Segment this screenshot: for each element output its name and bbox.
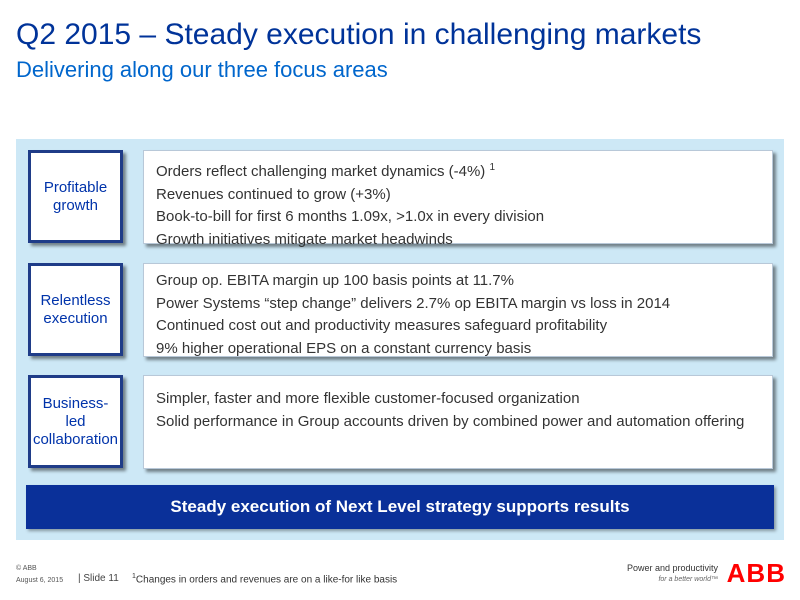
slide-subtitle: Delivering along our three focus areas — [16, 57, 388, 82]
section-label-text: Profitable growth — [43, 178, 108, 214]
bullet-item: Growth initiatives mitigate market headw… — [156, 230, 453, 248]
section-content-profitable-growth: Orders reflect challenging market dynami… — [143, 150, 773, 248]
copyright: © ABB — [16, 565, 37, 572]
section-label-relentless-execution: Relentless execution — [28, 263, 123, 356]
footer-date: August 6, 2015 — [16, 577, 64, 584]
section-content-business-led-collaboration: Simpler, faster and more flexible custom… — [143, 375, 773, 469]
section-label-text: Relentless execution — [40, 291, 111, 327]
bullet-item: Simpler, faster and more flexible custom… — [156, 390, 580, 407]
tagline: Power and productivity for a better worl… — [626, 563, 718, 583]
abb-logo: ABB — [726, 558, 786, 588]
slide-number: | Slide 11 — [78, 573, 119, 584]
section-label-text: Business- led collaboration — [32, 394, 119, 448]
footnote-marker: 1 — [489, 162, 496, 173]
section-label-business-led-collaboration: Business- led collaboration — [28, 375, 123, 468]
footnote: 1Changes in orders and revenues are on a… — [132, 573, 398, 586]
bullet-item: Group op. EBITA margin up 100 basis poin… — [156, 272, 514, 289]
bullet-item: Revenues continued to grow (+3%) — [156, 185, 391, 203]
section-label-profitable-growth: Profitable growth — [28, 150, 123, 243]
bullet-item: Continued cost out and productivity meas… — [156, 317, 608, 334]
banner-text: Steady execution of Next Level strategy … — [170, 497, 630, 516]
strategy-banner: Steady execution of Next Level strategy … — [26, 485, 774, 529]
section-content-relentless-execution: Group op. EBITA margin up 100 basis poin… — [143, 263, 773, 357]
slide-title: Q2 2015 – Steady execution in challengin… — [16, 18, 702, 51]
bullet-item: Power Systems “step change” delivers 2.7… — [156, 294, 671, 312]
bullet-item: Solid performance in Group accounts driv… — [156, 412, 745, 430]
bullet-item: Orders reflect challenging market dynami… — [156, 162, 496, 180]
bullet-item: Book-to-bill for first 6 months 1.09x, >… — [156, 208, 545, 225]
bullet-item: 9% higher operational EPS on a constant … — [156, 339, 532, 357]
content-panel: Profitable growth Orders reflect challen… — [16, 139, 784, 540]
